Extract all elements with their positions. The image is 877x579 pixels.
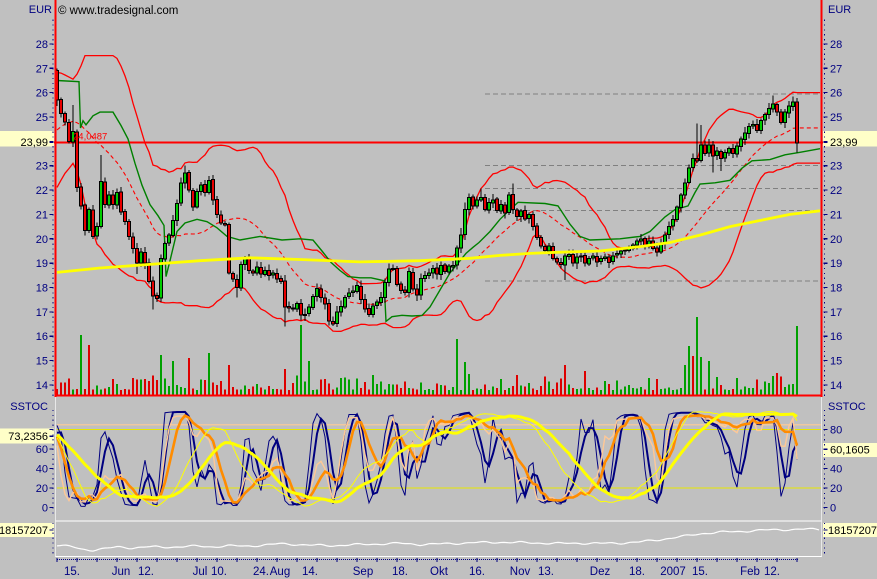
svg-text:23: 23	[830, 161, 842, 173]
svg-text:2007: 2007	[660, 566, 686, 578]
svg-text:12.: 12.	[764, 566, 780, 578]
svg-text:Okt: Okt	[430, 566, 449, 578]
svg-text:16: 16	[830, 331, 842, 343]
svg-text:EUR: EUR	[828, 4, 851, 16]
svg-text:40: 40	[830, 464, 842, 476]
svg-text:20: 20	[830, 234, 842, 246]
svg-text:14: 14	[36, 380, 48, 392]
svg-text:26: 26	[830, 88, 842, 100]
svg-text:16.: 16.	[469, 566, 485, 578]
svg-text:23,99: 23,99	[20, 137, 48, 149]
svg-text:23,99: 23,99	[830, 137, 858, 149]
svg-text:15.: 15.	[64, 566, 80, 578]
svg-text:22: 22	[36, 185, 48, 197]
svg-text:18.: 18.	[392, 566, 408, 578]
svg-text:20: 20	[830, 483, 842, 495]
svg-text:28: 28	[36, 39, 48, 51]
svg-text:23: 23	[36, 161, 48, 173]
svg-text:Dez: Dez	[590, 566, 611, 578]
svg-text:14: 14	[830, 380, 842, 392]
svg-text:EUR: EUR	[29, 4, 52, 16]
svg-text:21: 21	[36, 209, 48, 221]
svg-text:18157207: 18157207	[0, 525, 48, 537]
svg-text:73,2356: 73,2356	[8, 431, 48, 443]
svg-text:22: 22	[830, 185, 842, 197]
svg-text:20: 20	[36, 483, 48, 495]
svg-text:80: 80	[830, 425, 842, 437]
svg-text:60,1605: 60,1605	[830, 445, 870, 457]
svg-text:Jul: Jul	[193, 566, 208, 578]
svg-text:20: 20	[36, 234, 48, 246]
svg-text:0: 0	[830, 503, 836, 515]
svg-text:27: 27	[830, 63, 842, 75]
svg-text:27: 27	[36, 63, 48, 75]
svg-text:Aug: Aug	[270, 566, 290, 578]
svg-text:24.: 24.	[253, 566, 269, 578]
svg-text:Sep: Sep	[353, 566, 373, 578]
svg-text:25: 25	[36, 112, 48, 124]
svg-text:40: 40	[36, 464, 48, 476]
svg-text:SSTOC: SSTOC	[10, 401, 48, 413]
svg-text:25: 25	[830, 112, 842, 124]
svg-text:15.: 15.	[692, 566, 708, 578]
svg-text:21: 21	[830, 209, 842, 221]
svg-text:18.: 18.	[629, 566, 645, 578]
svg-text:12.: 12.	[138, 566, 154, 578]
svg-text:24,0487: 24,0487	[73, 131, 107, 142]
svg-text:Nov: Nov	[510, 566, 531, 578]
svg-text:18157207: 18157207	[828, 525, 877, 537]
svg-text:16: 16	[36, 331, 48, 343]
svg-text:SSTOC: SSTOC	[828, 401, 866, 413]
svg-text:14.: 14.	[302, 566, 318, 578]
svg-text:Jun: Jun	[112, 566, 131, 578]
svg-text:17: 17	[36, 307, 48, 319]
svg-text:26: 26	[36, 88, 48, 100]
svg-text:Feb: Feb	[740, 566, 760, 578]
svg-text:17: 17	[830, 307, 842, 319]
svg-text:18: 18	[36, 283, 48, 295]
svg-text:60: 60	[36, 444, 48, 456]
svg-text:10.: 10.	[211, 566, 227, 578]
svg-text:15: 15	[830, 356, 842, 368]
svg-text:15: 15	[36, 356, 48, 368]
svg-text:13.: 13.	[538, 566, 554, 578]
svg-text:18: 18	[830, 283, 842, 295]
svg-text:19: 19	[36, 258, 48, 270]
svg-text:0: 0	[42, 503, 48, 515]
svg-text:28: 28	[830, 39, 842, 51]
svg-text:© www.tradesignal.com: © www.tradesignal.com	[58, 5, 178, 17]
svg-text:19: 19	[830, 258, 842, 270]
